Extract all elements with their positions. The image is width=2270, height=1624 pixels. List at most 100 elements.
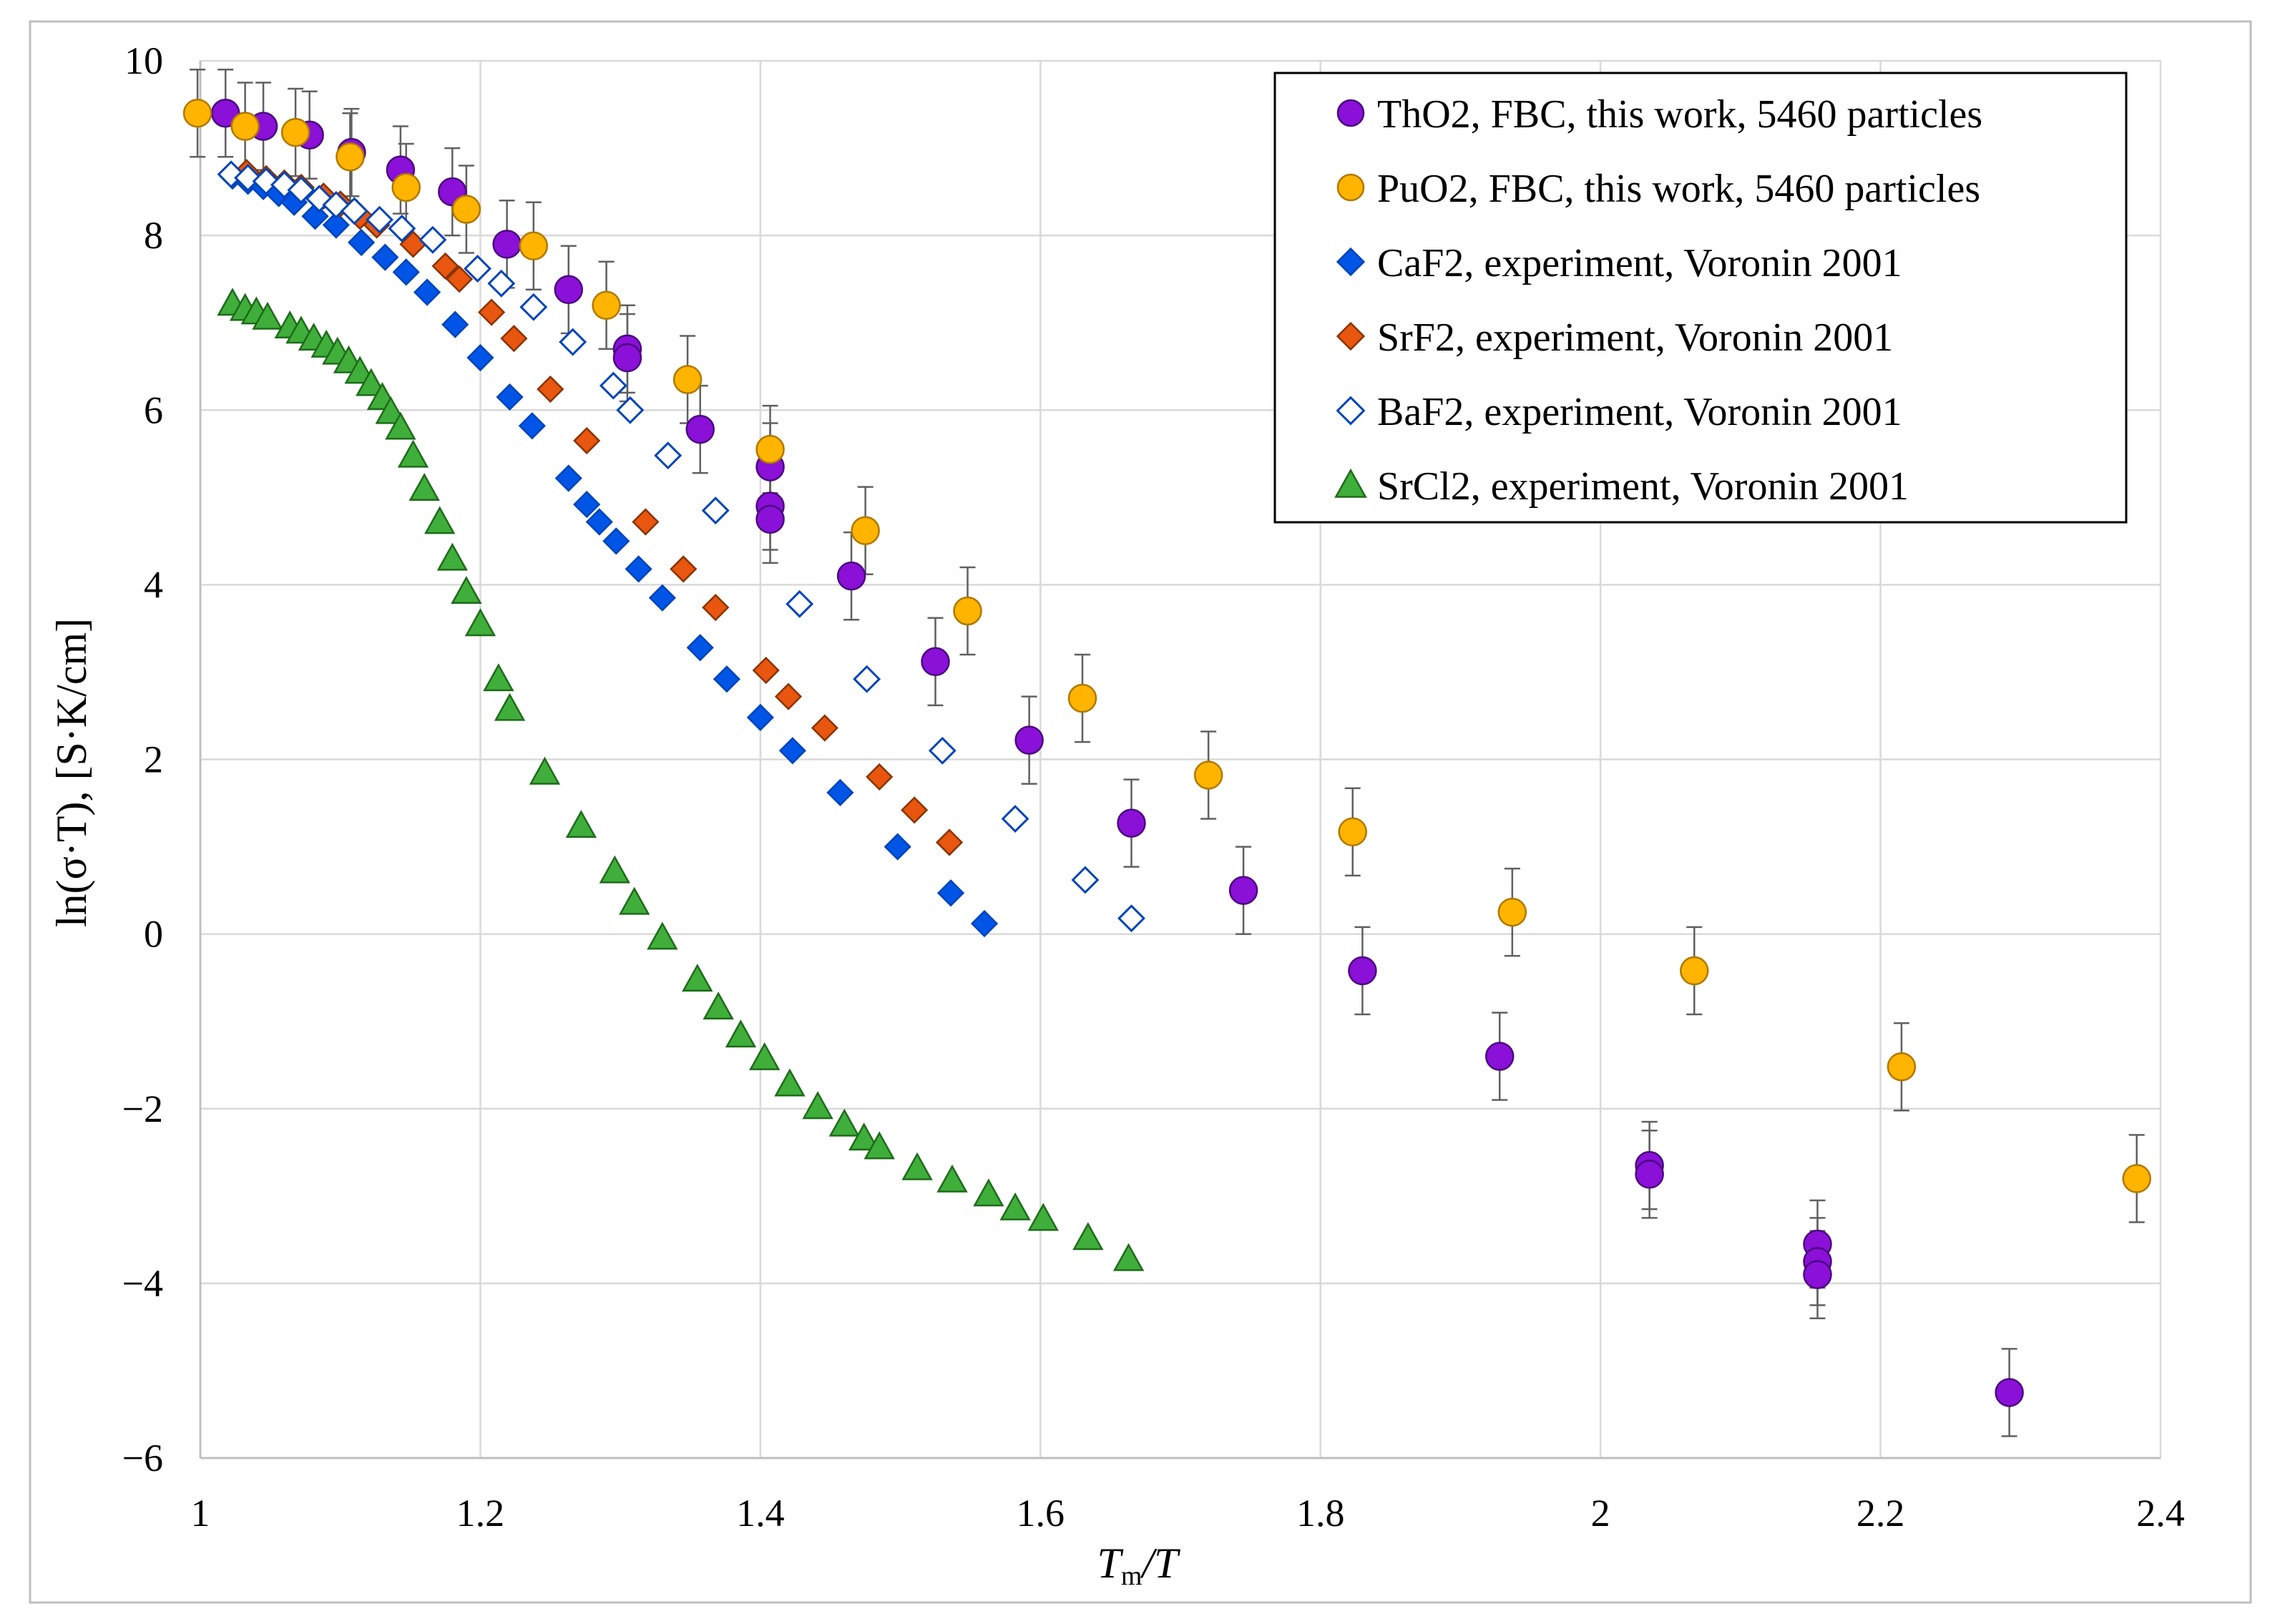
srf2-point — [752, 656, 780, 685]
puo2-point — [755, 434, 785, 464]
tho2-point — [554, 275, 583, 305]
x-tick-label: 2.4 — [2136, 1492, 2185, 1535]
baf2-point — [1071, 866, 1100, 894]
baf2-point — [252, 167, 280, 195]
srcl2-point — [385, 411, 416, 440]
tho2-point — [685, 414, 715, 444]
srcl2-point — [619, 886, 650, 915]
legend-label-caf2: CaF2, experiment, Voronin 2001 — [1377, 241, 1902, 285]
puo2-point — [953, 596, 982, 626]
x-tick-label: 1.6 — [1017, 1492, 1065, 1535]
srcl2-point — [436, 542, 468, 571]
legend: ThO2, FBC, this work, 5460 particles PuO2… — [1273, 72, 2128, 524]
caf2-point — [441, 310, 469, 338]
caf2-point — [746, 703, 774, 732]
baf2-point — [388, 214, 416, 243]
tho2-point — [1348, 956, 1377, 986]
srcl2-point — [464, 608, 496, 637]
caf2-point — [884, 833, 911, 861]
srcl2-point — [828, 1108, 860, 1137]
baf2-point — [366, 205, 393, 234]
puo2-point — [391, 172, 421, 202]
srcl2-point — [774, 1068, 806, 1097]
srcl2-point — [1112, 1243, 1145, 1271]
legend-marker-puo2 — [1336, 173, 1365, 202]
srf2-point — [702, 594, 730, 622]
legend-label-srf2: SrF2, experiment, Voronin 2001 — [1377, 315, 1893, 360]
srcl2-point — [848, 1122, 880, 1151]
srcl2-point — [424, 506, 456, 534]
puo2-point — [1193, 760, 1223, 790]
tho2-point — [1484, 1042, 1515, 1071]
legend-label-puo2: PuO2, FBC, this work, 5460 particles — [1377, 167, 1980, 211]
baf2-point — [853, 665, 881, 693]
tho2-point — [1995, 1378, 2024, 1407]
caf2-point — [347, 228, 376, 256]
baf2-point — [616, 396, 645, 424]
baf2-point — [1001, 805, 1029, 833]
caf2-point — [371, 243, 399, 271]
caf2-point — [970, 909, 999, 938]
caf2-point — [322, 211, 350, 239]
x-axis-title-main: T — [1097, 1540, 1124, 1587]
srcl2-point — [725, 1019, 757, 1048]
caf2-point — [686, 634, 714, 662]
x-tick-label: 2.2 — [1856, 1492, 1905, 1535]
puo2-point — [1338, 817, 1367, 847]
srf2-point — [774, 683, 803, 710]
srcl2-point — [494, 693, 526, 721]
srcl2-point — [703, 992, 734, 1020]
baf2-point — [340, 197, 368, 225]
tho2-point — [1228, 876, 1258, 905]
baf2-point — [464, 255, 491, 283]
legend-marker-srcl2 — [1334, 468, 1367, 498]
tho2-point — [492, 230, 522, 259]
puo2-point — [280, 117, 310, 147]
srf2-point — [573, 426, 601, 455]
tho2-point — [1803, 1260, 1832, 1289]
tho2-point — [1117, 808, 1146, 838]
y-tick-label: 2 — [144, 738, 163, 781]
y-tick-label: 0 — [144, 913, 163, 956]
puo2-point — [1680, 956, 1709, 986]
tho2-point — [1635, 1160, 1664, 1189]
tho2-point — [836, 561, 866, 591]
srf2-point — [500, 325, 528, 353]
x-axis-title-tail: /T — [1140, 1540, 1180, 1587]
baf2-point — [599, 371, 627, 400]
y-tick-label: 6 — [144, 388, 163, 431]
srcl2-point — [565, 810, 597, 838]
srcl2-point — [483, 663, 514, 692]
baf2-point — [928, 736, 957, 765]
x-axis-title: Tm/T — [1097, 1540, 1181, 1591]
baf2-point — [786, 590, 814, 618]
baf2-point — [519, 293, 548, 321]
caf2-point — [518, 412, 546, 440]
srcl2-point — [749, 1042, 781, 1070]
srcl2-point — [647, 921, 678, 950]
caf2-point — [713, 665, 740, 693]
puo2-point — [1887, 1052, 1917, 1082]
srcl2-point — [599, 855, 630, 884]
baf2-point — [487, 269, 516, 298]
legend-marker-srf2 — [1336, 321, 1366, 351]
y-tick-label: −6 — [122, 1437, 163, 1479]
x-tick-label: 1.8 — [1296, 1492, 1345, 1535]
grid-lines — [200, 59, 2162, 1459]
srf2-point — [537, 375, 564, 403]
puo2-point — [182, 98, 212, 128]
srcl2-point — [375, 396, 406, 424]
tick-labels: 1 1.2 1.4 1.6 1.8 2 2.2 2.4 −6 −4 −2 0 2 4 6 8 10 — [122, 39, 2185, 1535]
srcl2-point — [864, 1131, 895, 1160]
puo2-point — [230, 112, 260, 141]
puo2-point — [2122, 1164, 2151, 1193]
caf2-point — [625, 555, 652, 583]
y-axis-title: ln(σ·T), [S·K/cm] — [48, 618, 95, 927]
srf2-point — [811, 714, 838, 742]
srcl2-point — [356, 368, 387, 396]
caf2-point — [648, 584, 676, 612]
puo2-point — [519, 231, 549, 261]
tho2-point — [1014, 725, 1044, 755]
srcl2-point — [252, 301, 283, 330]
